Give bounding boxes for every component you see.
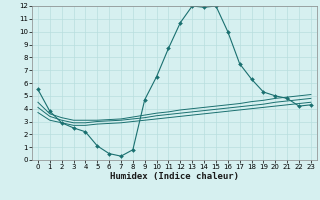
X-axis label: Humidex (Indice chaleur): Humidex (Indice chaleur) [110,172,239,181]
